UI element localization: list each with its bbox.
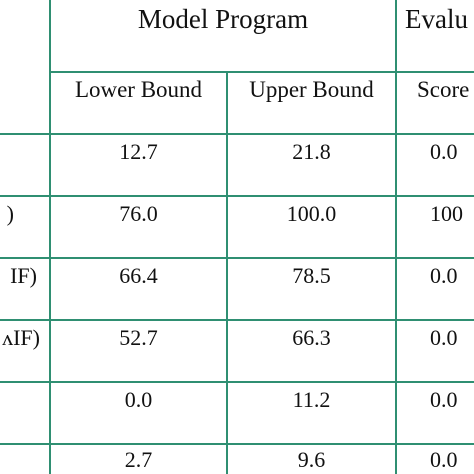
subheader-lower-bound: Lower Bound <box>74 76 203 102</box>
group-header-rule <box>49 71 474 73</box>
row-label <box>0 445 47 474</box>
cell-upper: 9.6 <box>297 446 326 472</box>
cell-upper: 78.5 <box>292 263 331 288</box>
cell-lower: 2.7 <box>124 446 153 472</box>
cell-upper: 11.2 <box>292 387 331 412</box>
group-header-model-program: Model Program <box>137 3 309 34</box>
row-label <box>0 383 47 417</box>
group-header-evaluation: Evalu <box>405 3 468 34</box>
row-label: ) <box>6 201 14 226</box>
cell-score: 0.0 <box>430 263 458 288</box>
row-rule-4 <box>0 381 474 383</box>
row-rule-1 <box>0 195 474 197</box>
cell-lower: 66.4 <box>119 263 158 288</box>
header-bottom-rule <box>0 133 474 135</box>
cell-lower: 0.0 <box>124 387 153 412</box>
cell-score: 0.0 <box>430 387 458 412</box>
cell-upper: 100.0 <box>286 201 337 226</box>
cell-lower: 52.7 <box>119 325 158 350</box>
cell-score: 0.0 <box>430 446 458 472</box>
column-rule-middle <box>226 72 228 474</box>
row-label: ʌIF) <box>2 325 40 350</box>
column-rule-left <box>49 0 51 474</box>
row-rule-2 <box>0 257 474 259</box>
cell-upper: 21.8 <box>292 139 331 164</box>
cell-lower: 76.0 <box>119 201 158 226</box>
cell-score: 0.0 <box>430 139 458 164</box>
column-rule-right <box>395 0 397 474</box>
row-rule-3 <box>0 319 474 321</box>
subheader-score: Score <box>417 76 470 102</box>
cell-score: 0.0 <box>430 325 458 350</box>
cell-upper: 66.3 <box>292 325 331 350</box>
cell-score: 100 <box>430 201 463 226</box>
row-label: IF) <box>10 263 37 288</box>
row-label <box>0 135 47 169</box>
subheader-upper-bound: Upper Bound <box>249 76 374 102</box>
row-rule-5 <box>0 443 474 445</box>
cell-lower: 12.7 <box>119 139 158 164</box>
